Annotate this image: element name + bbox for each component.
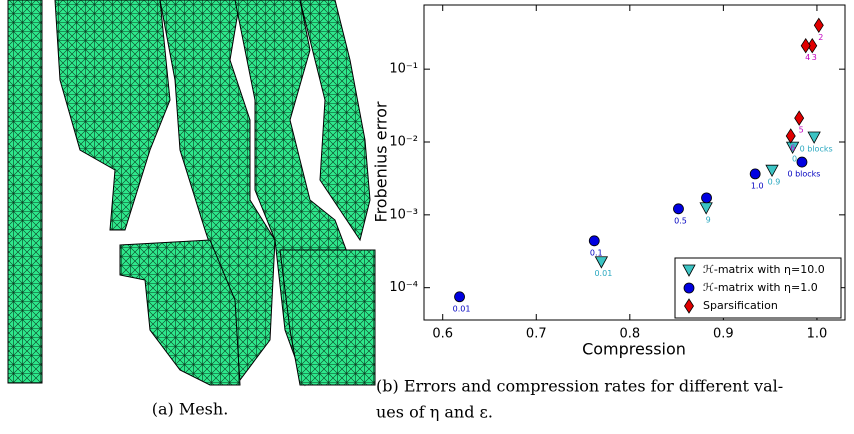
legend-label: ℋ-matrix with η=1.0 [703,281,818,294]
plot-frame [423,4,846,321]
point [785,141,800,154]
x-tick-label: 0.8 [619,327,640,342]
x-tick-label: 0.9 [713,327,734,342]
point-label: 2 [818,33,823,42]
point [813,17,824,34]
x-tick-label: 0.6 [432,327,453,342]
point [807,131,821,144]
point [794,110,805,126]
point-label: 0.1 [590,248,603,257]
x-tick-label: 0.7 [526,327,547,342]
caption-b: ues of η and ε. [376,403,493,422]
point [796,156,808,168]
point-label: 3 [812,53,817,62]
x-axis-label: Compression [582,340,686,359]
mesh [7,0,376,387]
y-axis-label: Frobenius error [372,101,391,222]
point-label: 5 [799,126,804,135]
point [682,264,696,277]
point [683,282,695,294]
legend-label: Sparsification [703,299,778,312]
x-tick-label: 1.0 [807,327,828,342]
point-label: 0.01 [594,269,612,278]
point [594,256,609,269]
point-label: 0 blocks [787,170,820,179]
point-label: 6 [790,143,795,152]
point-label: 4 [805,53,810,62]
point-label: 0 blocks [800,145,833,154]
point [684,298,694,314]
legend-label: ℋ-matrix with η=10.0 [703,263,825,276]
point [454,291,465,303]
point-label: 9 [706,215,711,224]
caption-a: (a) Mesh. [152,400,229,419]
y-tick-label: 10⁻² [389,134,418,149]
y-tick-label: 10⁻¹ [389,62,418,77]
point [785,128,796,144]
point [673,203,684,215]
y-tick-label: 10⁻⁴ [389,280,418,295]
point [807,37,818,54]
point-label: 0 [792,155,797,164]
y-tick-label: 10⁻³ [389,207,418,222]
point-label: 0.01 [453,304,471,313]
point-label: 0.9 [768,178,781,187]
point [765,164,779,178]
point-label: 1.0 [751,181,764,190]
caption-b: (b) Errors and compression rates for dif… [376,377,783,396]
point [699,202,713,215]
point [749,168,761,180]
point [800,37,811,54]
point [588,235,600,247]
point [701,192,712,204]
point-label: 0.5 [674,216,687,225]
legend-box [674,257,842,319]
